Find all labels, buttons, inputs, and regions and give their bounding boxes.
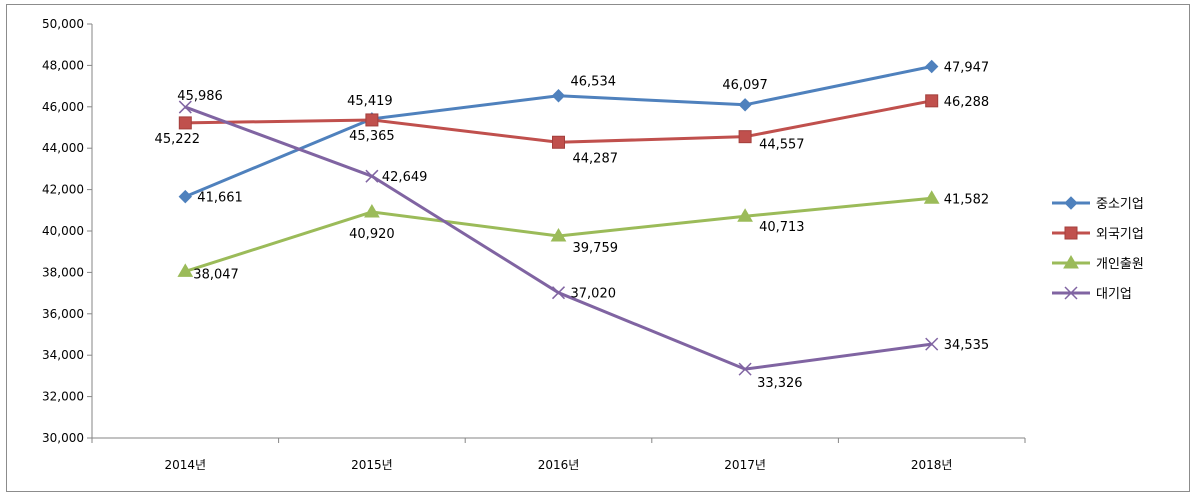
data-point — [552, 135, 565, 149]
series-line-1 — [184, 65, 933, 199]
data-point — [364, 203, 380, 218]
legend-marker — [1063, 255, 1079, 269]
data-label: 40,713 — [759, 220, 805, 235]
data-label: 39,759 — [573, 241, 619, 256]
data-point — [177, 263, 194, 277]
y-tick-label: 40,000 — [42, 224, 84, 238]
y-tick-label: 48,000 — [42, 58, 84, 72]
legend-label: 중소기업 — [1096, 197, 1144, 212]
y-tick-label: 42,000 — [42, 183, 84, 197]
data-label: 41,582 — [944, 192, 990, 207]
legend-label: 개인출원 — [1096, 257, 1144, 272]
x-tick-label: 2014년 — [165, 458, 207, 472]
y-tick-label: 30,000 — [42, 431, 84, 445]
x-tick-label: 2015년 — [351, 458, 393, 472]
data-label: 37,020 — [571, 287, 617, 302]
y-tick-label: 34,000 — [42, 348, 84, 362]
y-tick-label: 36,000 — [42, 307, 84, 321]
data-point — [365, 169, 379, 183]
data-label: 33,326 — [757, 376, 803, 391]
y-tick-label: 46,000 — [42, 100, 84, 114]
data-label: 44,557 — [759, 138, 805, 153]
data-point — [178, 100, 192, 114]
data-point — [178, 116, 192, 130]
data-label: 42,649 — [382, 170, 428, 185]
data-label: 45,986 — [177, 89, 223, 104]
data-label: 47,947 — [944, 60, 990, 75]
x-tick-label: 2016년 — [538, 458, 580, 472]
legend-label: 외국기업 — [1096, 227, 1144, 242]
data-point — [923, 190, 940, 204]
data-point — [550, 227, 567, 242]
data-label: 45,222 — [155, 132, 201, 147]
chart-frame — [6, 4, 1190, 492]
data-label: 46,288 — [944, 95, 990, 110]
data-point — [738, 98, 752, 112]
y-tick-label: 44,000 — [42, 141, 84, 155]
data-label: 41,661 — [197, 191, 243, 206]
data-point — [925, 337, 939, 351]
data-point — [551, 89, 566, 103]
legend-marker — [1064, 196, 1078, 210]
data-point — [178, 189, 193, 204]
data-point — [925, 94, 939, 108]
data-point — [365, 113, 379, 127]
y-tick-label: 50,000 — [42, 17, 84, 31]
data-label: 34,535 — [944, 338, 990, 353]
data-label: 46,097 — [722, 78, 768, 93]
data-point — [738, 130, 752, 144]
legend-marker — [1064, 286, 1078, 300]
data-point — [551, 286, 566, 300]
data-label: 45,365 — [349, 129, 395, 144]
data-label: 40,920 — [349, 227, 395, 242]
legend-label: 대기업 — [1096, 287, 1132, 302]
data-label: 38,047 — [193, 267, 239, 282]
data-label: 45,419 — [347, 94, 393, 109]
y-tick-label: 32,000 — [42, 390, 84, 404]
data-point — [924, 59, 939, 74]
data-label: 44,287 — [573, 151, 619, 166]
data-label: 46,534 — [571, 75, 617, 90]
data-point — [738, 362, 752, 376]
x-tick-label: 2018년 — [911, 458, 953, 472]
data-point — [737, 208, 753, 222]
y-tick-label: 38,000 — [42, 265, 84, 279]
legend-marker — [1064, 226, 1078, 240]
x-tick-label: 2017년 — [724, 458, 766, 472]
